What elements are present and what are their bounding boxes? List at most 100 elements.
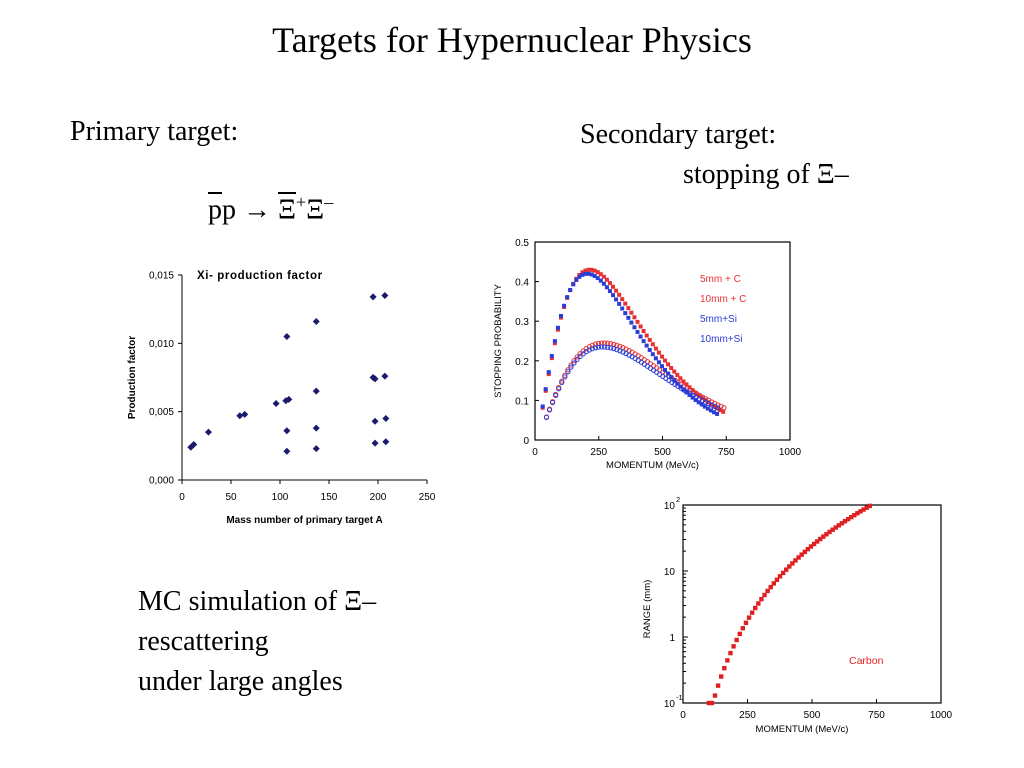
x-tick-label: 200	[370, 492, 387, 503]
data-point	[602, 344, 608, 350]
data-point	[650, 352, 655, 357]
data-point	[821, 534, 826, 539]
data-point	[715, 411, 720, 416]
plus-charge: +	[296, 192, 307, 212]
data-point	[824, 532, 829, 537]
data-point	[589, 346, 595, 352]
data-point	[746, 615, 752, 620]
data-point	[659, 354, 664, 359]
data-point	[592, 341, 599, 347]
data-point	[684, 390, 689, 395]
data-point	[283, 427, 291, 435]
data-point	[839, 521, 845, 526]
data-point	[647, 347, 652, 352]
data-point	[793, 558, 798, 563]
data-point	[777, 574, 783, 579]
data-point	[718, 674, 724, 679]
data-point	[663, 358, 668, 363]
data-point	[638, 334, 643, 339]
x-tick-label: 0	[179, 492, 185, 503]
y-tick-label: 0.5	[515, 238, 529, 249]
legend-entry: 10mm + C	[700, 294, 746, 305]
data-point	[681, 379, 686, 384]
data-point	[768, 584, 773, 590]
data-point	[712, 693, 718, 698]
data-point	[722, 665, 727, 671]
data-point	[749, 610, 755, 615]
data-point	[725, 658, 730, 663]
data-point	[601, 281, 606, 286]
data-point	[598, 344, 605, 350]
data-point	[574, 356, 580, 363]
data-point	[586, 267, 591, 272]
data-point	[771, 581, 777, 586]
data-point	[604, 285, 609, 290]
data-point	[656, 350, 661, 355]
data-point	[595, 276, 600, 281]
data-point	[605, 344, 611, 350]
data-point	[708, 408, 713, 413]
data-point	[190, 440, 198, 448]
data-point	[632, 315, 637, 320]
data-point	[565, 369, 571, 375]
data-point	[653, 356, 658, 361]
data-point	[796, 555, 801, 560]
data-point	[666, 362, 671, 367]
data-point	[553, 392, 559, 399]
proton-symbol: p	[222, 194, 236, 226]
data-point	[774, 577, 780, 582]
xi-symbol: Ξ	[306, 194, 325, 226]
data-point	[571, 358, 577, 364]
data-point	[574, 277, 579, 282]
data-point	[626, 306, 631, 311]
data-point	[641, 329, 646, 334]
data-point	[586, 347, 592, 353]
x-axis-label: MOMENTUM (MeV/c)	[606, 460, 699, 471]
data-point	[696, 393, 701, 398]
x-tick-label: 150	[321, 492, 338, 503]
data-point	[623, 311, 628, 316]
data-point	[861, 507, 866, 512]
data-point	[580, 272, 585, 277]
x-tick-label: 750	[868, 710, 885, 721]
y-tick-exponent: -1	[676, 693, 683, 702]
y-tick-label: 0	[523, 436, 529, 447]
data-point	[709, 700, 715, 706]
data-point	[562, 374, 568, 380]
data-point	[849, 514, 854, 520]
data-point	[743, 620, 749, 625]
data-point	[790, 561, 795, 566]
data-point	[712, 404, 717, 409]
data-point	[562, 372, 568, 378]
data-point	[589, 267, 594, 272]
data-point	[571, 360, 577, 366]
x-tick-label: 250	[419, 492, 436, 503]
x-tick-label: 250	[590, 447, 607, 458]
data-point	[546, 407, 553, 413]
data-point	[312, 387, 320, 395]
data-point	[583, 271, 588, 276]
data-point	[617, 348, 623, 354]
data-point	[699, 402, 704, 407]
data-point	[653, 346, 658, 351]
data-point	[601, 274, 606, 279]
plot-frame	[682, 504, 942, 704]
data-point	[706, 700, 711, 706]
x-tick-label: 0	[532, 447, 538, 458]
data-point	[728, 650, 733, 656]
secondary-target-label: Secondary target:	[580, 119, 777, 150]
reaction-arrow: →	[243, 194, 271, 226]
x-tick-label: 500	[804, 710, 821, 721]
data-point	[718, 408, 723, 413]
y-tick-exponent: 2	[676, 495, 680, 504]
data-point	[864, 505, 869, 510]
data-point	[705, 406, 710, 411]
data-point	[672, 378, 677, 383]
data-point	[669, 366, 674, 371]
data-point	[762, 592, 767, 598]
data-point	[702, 404, 707, 409]
data-point	[805, 546, 811, 552]
y-tick-label: 0.3	[515, 317, 529, 328]
data-point	[559, 313, 564, 318]
